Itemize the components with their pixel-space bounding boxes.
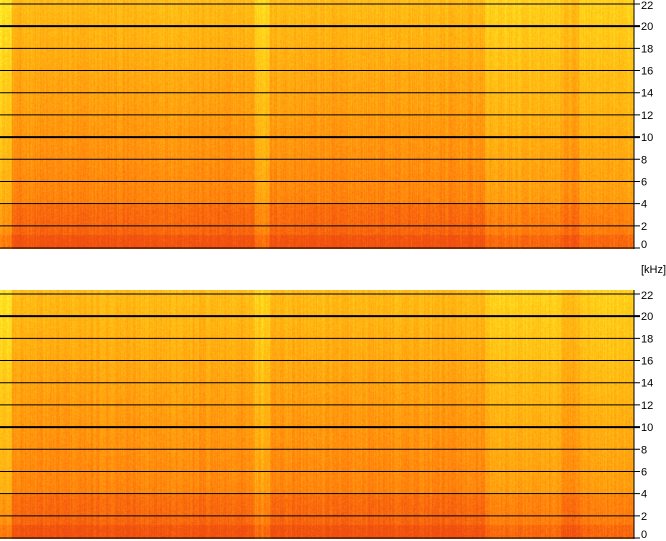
- bottom-tick-label-10: 10: [641, 422, 653, 434]
- top-tick-label-0: 0: [641, 239, 647, 251]
- top-tick-label-8: 8: [641, 154, 647, 166]
- spectrogram-image-bottom: [0, 290, 634, 539]
- bottom-tick-label-12: 12: [641, 400, 653, 412]
- spectrogram-top: 0 2 4 6 8 10 12 14 16 18 20 22: [0, 0, 666, 251]
- top-tick-label-2: 2: [641, 221, 647, 233]
- top-tick-label-4: 4: [641, 199, 647, 211]
- spectrogram-image-top: [0, 0, 634, 249]
- top-tick-label-22: 22: [641, 0, 653, 12]
- frequency-axis-top: 0 2 4 6 8 10 12 14 16 18 20 22: [0, 0, 653, 251]
- top-tick-label-18: 18: [641, 43, 653, 55]
- top-tick-label-20: 20: [641, 21, 653, 33]
- top-tick-label-14: 14: [641, 88, 653, 100]
- spectrogram-bottom: 0 2 4 6 8 10 12 14 16 18 20 22: [0, 290, 666, 541]
- bottom-tick-label-0: 0: [641, 529, 647, 541]
- top-tick-label-10: 10: [641, 132, 653, 144]
- top-tick-label-6: 6: [641, 176, 647, 188]
- frequency-unit-label: [kHz]: [641, 264, 666, 276]
- bottom-tick-label-8: 8: [641, 444, 647, 456]
- bottom-tick-label-14: 14: [641, 378, 653, 390]
- bottom-tick-label-4: 4: [641, 489, 647, 501]
- frequency-axis-bottom: 0 2 4 6 8 10 12 14 16 18 20 22: [0, 290, 653, 541]
- bottom-tick-label-16: 16: [641, 356, 653, 368]
- bottom-tick-label-18: 18: [641, 333, 653, 345]
- bottom-tick-label-22: 22: [641, 290, 653, 302]
- bottom-tick-label-2: 2: [641, 511, 647, 523]
- top-tick-label-16: 16: [641, 66, 653, 78]
- bottom-tick-label-20: 20: [641, 311, 653, 323]
- bottom-tick-label-6: 6: [641, 466, 647, 478]
- top-tick-label-12: 12: [641, 110, 653, 122]
